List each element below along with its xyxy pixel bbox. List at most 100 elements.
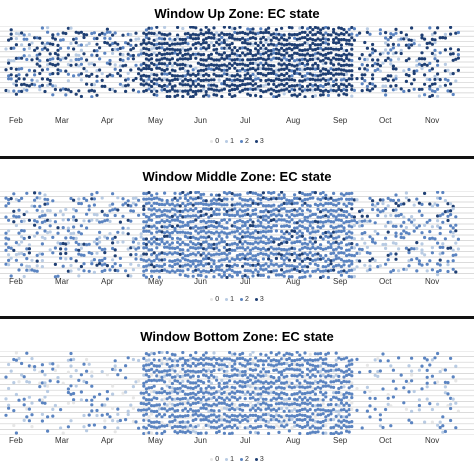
data-point [251, 274, 255, 278]
data-point [423, 73, 427, 77]
data-point [298, 385, 302, 389]
data-point [290, 33, 294, 37]
data-point [399, 51, 403, 56]
data-point [267, 215, 271, 219]
data-point [108, 219, 112, 223]
data-point [235, 84, 239, 88]
data-point [27, 407, 31, 411]
data-point [311, 220, 315, 224]
data-point [308, 67, 312, 71]
data-point [38, 88, 42, 92]
data-point [306, 398, 310, 402]
data-point [290, 264, 294, 268]
data-point [168, 89, 172, 93]
data-point [277, 362, 281, 366]
data-point [191, 401, 195, 405]
data-point [61, 431, 65, 435]
data-point [425, 385, 429, 389]
data-point [303, 379, 307, 383]
data-point [264, 79, 268, 83]
data-point [181, 224, 185, 228]
data-point [332, 40, 336, 45]
data-point [217, 33, 221, 37]
data-point [386, 78, 390, 82]
data-point [269, 262, 273, 266]
data-point [233, 396, 237, 400]
data-point [368, 251, 372, 255]
data-point [316, 246, 320, 250]
data-point [430, 225, 434, 229]
data-point [285, 392, 289, 397]
data-point [33, 234, 37, 238]
data-point [152, 38, 156, 42]
data-point [124, 376, 128, 380]
data-point [199, 262, 203, 266]
data-point [103, 84, 107, 88]
data-point [306, 226, 310, 230]
data-point [222, 51, 226, 55]
data-point [225, 419, 229, 423]
data-point [326, 235, 330, 239]
data-point [189, 252, 193, 256]
data-point [321, 373, 325, 377]
data-point [293, 374, 297, 378]
data-point [176, 363, 180, 367]
data-point [194, 56, 198, 60]
data-point [20, 361, 24, 366]
data-point [430, 37, 434, 41]
x-tick-label: Apr [101, 436, 114, 445]
data-point [98, 262, 102, 266]
data-point [355, 387, 359, 391]
data-point [7, 253, 11, 257]
data-point [280, 36, 284, 40]
data-point [267, 43, 271, 47]
data-point [243, 231, 247, 235]
data-point [368, 389, 372, 393]
data-point [209, 231, 213, 235]
data-point [238, 196, 242, 200]
data-point [316, 352, 320, 356]
data-point [7, 201, 11, 205]
data-point [267, 241, 271, 245]
data-point [371, 58, 375, 62]
data-point [212, 78, 216, 82]
data-point [295, 358, 299, 362]
data-point [259, 215, 263, 219]
data-point [160, 42, 164, 46]
data-point [303, 351, 307, 355]
data-point [449, 209, 453, 213]
data-point [212, 58, 216, 62]
data-point [163, 77, 167, 81]
data-point [165, 252, 169, 256]
data-point [235, 37, 239, 41]
data-point [332, 241, 336, 245]
data-point [282, 48, 286, 53]
data-point [329, 252, 333, 256]
data-point [147, 77, 151, 81]
data-point [186, 236, 190, 240]
data-point [77, 197, 81, 201]
data-point [321, 412, 325, 416]
data-point [137, 90, 141, 94]
data-point [163, 26, 167, 29]
data-point [282, 236, 286, 240]
data-point [228, 259, 232, 263]
data-point [342, 418, 346, 423]
data-point [303, 264, 307, 268]
data-point [116, 269, 120, 273]
data-point [202, 264, 206, 268]
data-point [176, 391, 180, 395]
data-point [324, 424, 328, 428]
data-point [285, 420, 289, 424]
data-point [446, 202, 450, 206]
data-point [209, 78, 213, 82]
data-point [176, 262, 180, 266]
data-point [347, 425, 351, 429]
data-point [163, 56, 167, 60]
data-point [170, 269, 174, 273]
data-point [155, 431, 159, 435]
data-point [202, 269, 206, 273]
data-point [56, 53, 60, 57]
data-point [228, 92, 232, 96]
data-point [113, 430, 117, 434]
